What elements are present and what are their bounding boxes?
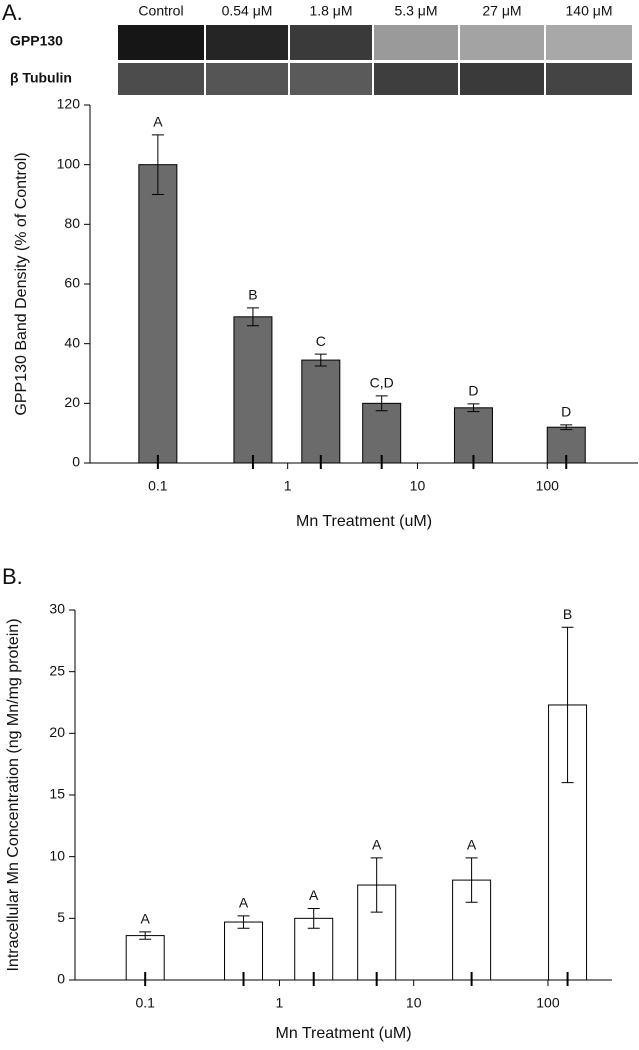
bar (224, 921, 264, 981)
annotation: A (153, 114, 163, 130)
lane-label: 0.54 μM (222, 3, 273, 19)
error-bar (467, 403, 480, 413)
blot-band (290, 63, 372, 95)
y-tick-label: 30 (49, 601, 65, 617)
error-bar (560, 424, 573, 431)
error-bar (375, 395, 388, 412)
error-bar (465, 857, 478, 903)
x-tick-label: 10 (410, 478, 426, 494)
lane-label: 1.8 μM (309, 3, 352, 19)
annotation: A (239, 895, 249, 911)
error-bar (237, 915, 250, 929)
x-tick-label: 0.1 (148, 478, 168, 494)
lane-label: 5.3 μM (394, 3, 437, 19)
error-bar (151, 134, 164, 195)
annotation: A (372, 837, 382, 853)
annotation: D (468, 383, 478, 399)
lane-label: Control (138, 3, 183, 19)
y-tick-label: 5 (57, 909, 65, 925)
x-tick-label: 10 (406, 995, 422, 1011)
error-bar (561, 626, 574, 784)
y-tick-label: 10 (49, 847, 65, 863)
annotation: C (316, 333, 326, 349)
bar (233, 316, 273, 464)
annotation: C,D (370, 375, 394, 391)
y-tick-label: 80 (64, 215, 80, 231)
y-tick-label: 20 (49, 724, 65, 740)
annotation: B (563, 606, 572, 622)
bar (362, 402, 402, 464)
error-bar (246, 307, 259, 327)
blot-band (118, 25, 204, 60)
error-bar (314, 353, 327, 367)
blot-band (546, 63, 632, 95)
blot-row-label: β Tubulin (10, 70, 72, 86)
error-bar (139, 931, 152, 940)
x-tick-label: 1 (284, 478, 292, 494)
y-tick-label: 120 (57, 96, 81, 112)
panel-label: B. (2, 564, 23, 589)
y-axis-label: GPP130 Band Density (% of Control) (13, 152, 30, 415)
blot-band (460, 63, 544, 95)
blot-row-label: GPP130 (10, 33, 63, 49)
y-axis-label: Intracellular Mn Concentration (ng Mn/mg… (5, 618, 22, 971)
y-tick-label: 100 (57, 155, 81, 171)
blot-band (118, 63, 204, 95)
blot-band (290, 25, 372, 60)
x-axis-label: Mn Treatment (uM) (296, 513, 432, 530)
bar (301, 359, 341, 464)
annotation: A (309, 887, 319, 903)
panel-label: A. (2, 0, 23, 25)
y-tick-label: 60 (64, 275, 80, 291)
x-tick-label: 100 (536, 995, 560, 1011)
y-tick-label: 40 (64, 334, 80, 350)
blot-band (460, 25, 544, 60)
lane-label: 140 μM (566, 3, 613, 19)
blot-band (546, 25, 632, 60)
y-tick-label: 20 (64, 394, 80, 410)
lane-label: 27 μM (482, 3, 521, 19)
x-tick-label: 0.1 (135, 995, 155, 1011)
blot-band (206, 25, 288, 60)
annotation: A (141, 911, 151, 927)
error-bar (370, 857, 383, 913)
annotation: D (561, 404, 571, 420)
error-bar (307, 907, 320, 929)
annotation: A (467, 837, 477, 853)
x-tick-label: 1 (276, 995, 284, 1011)
bar (453, 407, 493, 464)
x-tick-label: 100 (536, 478, 560, 494)
annotation: B (248, 287, 257, 303)
y-tick-label: 15 (49, 786, 65, 802)
blot (118, 25, 632, 95)
blot-band (206, 63, 288, 95)
x-axis-label: Mn Treatment (uM) (275, 1025, 411, 1042)
y-tick-label: 25 (49, 662, 65, 678)
y-tick-label: 0 (57, 971, 65, 987)
y-tick-label: 0 (72, 454, 80, 470)
blot-band (374, 25, 458, 60)
bar (138, 164, 178, 464)
blot-band (374, 63, 458, 95)
